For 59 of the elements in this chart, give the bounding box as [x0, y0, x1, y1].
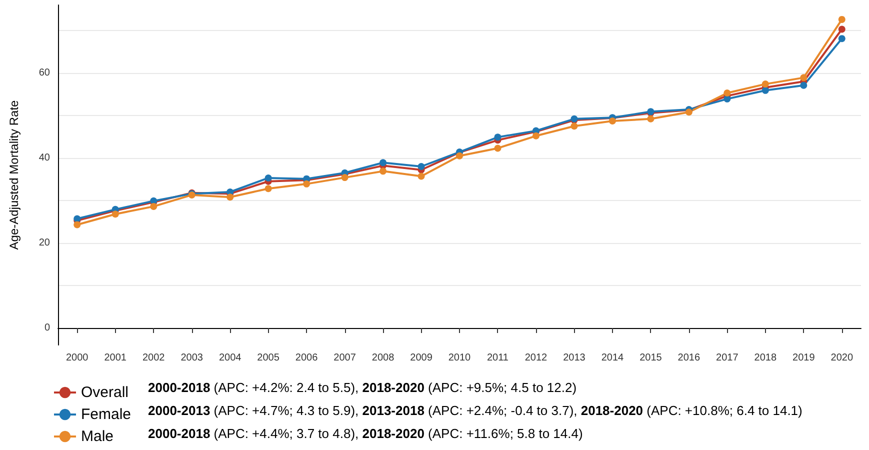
point [264, 185, 272, 192]
x-tick-label: 2009 [410, 352, 433, 364]
x-tick-label: 2001 [104, 352, 127, 364]
legend-label: Female [81, 406, 132, 423]
point [341, 174, 348, 182]
point [608, 118, 616, 125]
point [150, 202, 158, 210]
point [762, 86, 769, 94]
point [264, 174, 272, 182]
x-tick-label: 2011 [486, 352, 509, 364]
text: 2000-2018 (APC: +4.4%; 3.7 to 4.8), 2018-2020 (APC: +11.6%; 5.8 to 14.4) [148, 426, 583, 441]
text: 2000-2013 (APC: +4.7%; 4.3 to 5.9), 2013-2018 (APC: +2.4%; -0.4 to 3.7), 2018-2020 (APC: +10.8%; 6.4 to 14.1) [148, 403, 802, 418]
x-tick-label: 2003 [180, 352, 204, 364]
point [74, 221, 81, 228]
point [418, 163, 425, 170]
point [838, 26, 846, 33]
point [838, 35, 846, 42]
x-tick-label: 2018 [754, 352, 777, 364]
x-tick-label: 2016 [678, 352, 700, 364]
x-tick-label: 2007 [334, 352, 356, 364]
x-tick-label: 2004 [218, 352, 242, 364]
x-tick-label: 2002 [142, 352, 166, 364]
point [380, 168, 387, 175]
y-tick-label: 40 [38, 152, 50, 164]
y-tick-label: 60 [38, 68, 50, 78]
point [226, 194, 234, 201]
y-axis-title: Age-Adjusted Mortality Rate [7, 100, 21, 250]
x-tick-label: 2014 [601, 352, 624, 364]
point [456, 152, 463, 160]
x-tick-label: 2019 [792, 352, 816, 364]
x-tick-label: 2000 [66, 352, 89, 364]
point [647, 115, 654, 122]
x-tick-label: 2013 [563, 352, 586, 364]
point [838, 16, 846, 23]
y-tick-label: 0 [44, 322, 50, 334]
x-tick-label: 2006 [295, 352, 318, 364]
point [800, 74, 808, 82]
y-tick-label: 20 [38, 238, 50, 248]
point [112, 210, 119, 218]
point [494, 134, 502, 141]
point [685, 108, 692, 116]
legend-label: Overall [81, 384, 129, 401]
point [570, 122, 578, 130]
point [303, 180, 310, 188]
point [532, 132, 540, 140]
point [380, 159, 387, 166]
x-tick-label: 2012 [524, 352, 548, 364]
point [800, 82, 808, 89]
x-tick-label: 2015 [640, 352, 662, 364]
x-tick-label: 2010 [448, 352, 472, 364]
x-tick-label: 2008 [372, 352, 395, 364]
x-tick-label: 2005 [257, 352, 280, 364]
point [418, 172, 425, 180]
x-tick-label: 2020 [830, 352, 854, 364]
legend-label: Male [81, 428, 114, 445]
point [762, 80, 769, 88]
x-tick-label: 2017 [716, 352, 739, 364]
point [494, 144, 502, 152]
text: 2000-2018 (APC: +4.2%: 2.4 to 5.5), 2018-2020 (APC: +9.5%; 4.5 to 12.2) [148, 380, 577, 395]
